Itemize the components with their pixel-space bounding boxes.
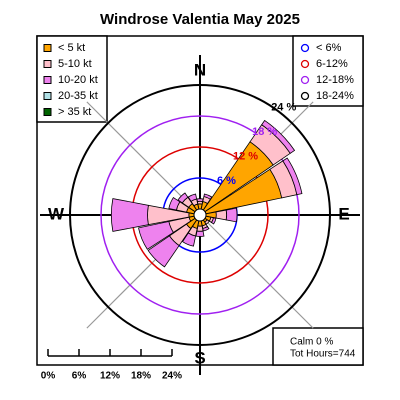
chart-title: Windrose Valentia May 2025 [100,11,300,28]
sector-segment [196,198,204,202]
ring-legend-label: 6-12% [316,58,348,70]
scale-label: 0% [41,371,56,382]
direction-label: W [48,204,65,223]
sector-segment [177,192,189,204]
direction-label: N [194,60,206,79]
ring-legend-marker [300,75,310,85]
sector-segment [187,193,198,202]
sector-segment [168,197,181,211]
ring-legend-marker [300,59,310,69]
ring [69,84,331,346]
sector-segment [203,193,213,200]
sector-segment [261,119,296,154]
legend-swatch [43,44,52,52]
calm-box [272,327,364,366]
sector-segment [210,217,217,225]
legend-swatch [43,108,52,116]
ring-label: 6 % [217,175,236,187]
spoke [199,214,314,329]
scale-label: 24% [162,371,182,382]
legend-swatch [43,60,52,68]
calm-label: Calm 0 % [290,337,333,348]
legend-swatch [43,76,52,84]
ring-label: 18 % [252,126,277,138]
sector-segment [138,221,174,250]
legend-label: > 35 kt [58,106,91,118]
sector-segment [182,232,197,247]
ring-legend-label: < 6% [316,42,342,54]
sector-segment [282,157,303,196]
ring-legend-box [292,35,364,107]
ring-legend-marker [300,43,310,53]
sector-segment [147,235,180,268]
ring [100,115,300,315]
ring-label: 24 % [271,102,296,114]
legend-label: 10-20 kt [58,74,98,86]
legend-swatch [43,92,52,100]
legend-label: 5-10 kt [58,58,92,70]
sector-segment [215,209,228,221]
ring-legend-marker [300,91,310,101]
total-label: Tot Hours=744 [290,349,356,360]
scale-label: 12% [100,371,120,382]
ring-label: 12 % [233,151,258,163]
direction-label: S [194,348,205,367]
sector-segment [110,198,149,232]
legend-label: 20-35 kt [58,90,98,102]
ring-legend-label: 12-18% [316,74,354,86]
sector-segment [225,207,238,223]
scale-label: 6% [72,371,87,382]
sector-segment [195,230,205,237]
legend-label: < 5 kt [58,42,85,54]
direction-label: E [338,204,349,223]
ring-legend-label: 18-24% [316,90,354,102]
center-hole [193,208,207,222]
scale-label: 18% [131,371,151,382]
